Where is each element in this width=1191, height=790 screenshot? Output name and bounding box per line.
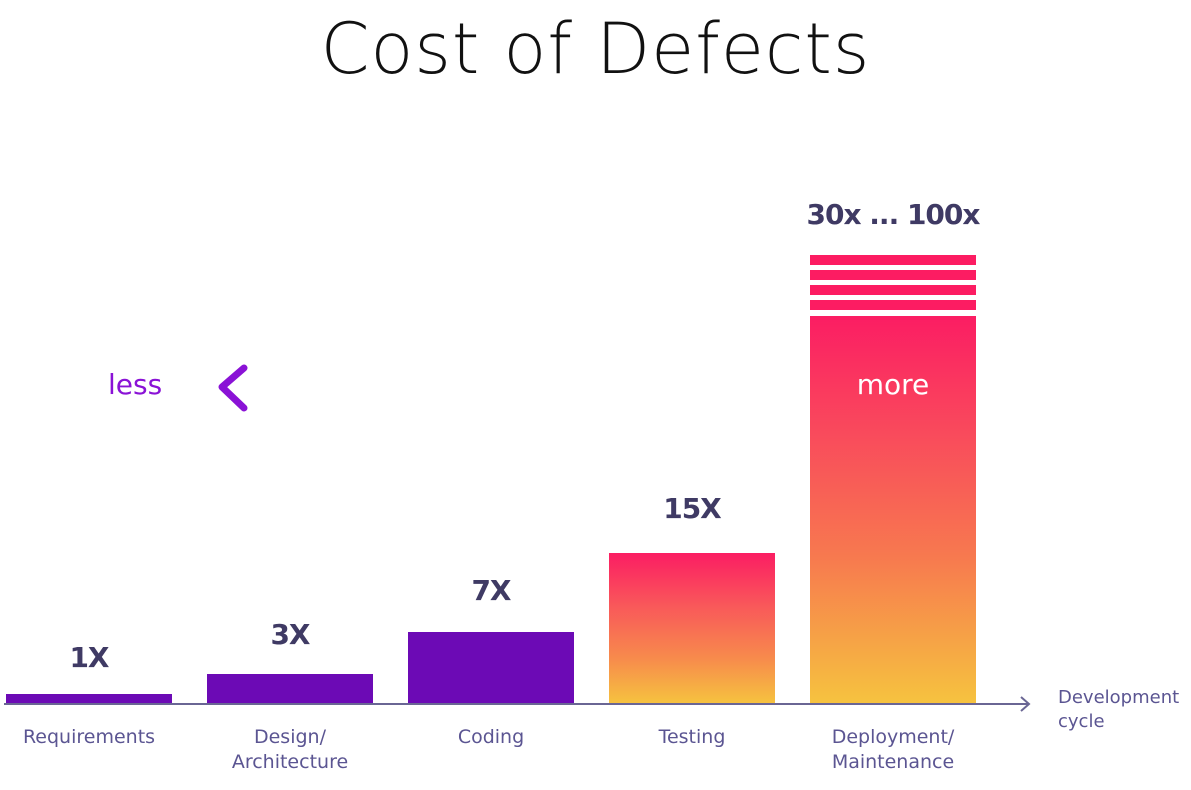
bar-deployment-stripe — [810, 300, 976, 310]
value-label: 3X — [270, 618, 310, 651]
value-label: 15X — [663, 492, 722, 525]
bar-coding — [408, 632, 574, 704]
less-label: less — [108, 368, 163, 401]
category-label: Requirements — [22, 726, 156, 748]
bar-deployment — [810, 316, 976, 704]
value-label: 30x ... 100x — [806, 198, 981, 231]
x-axis — [4, 703, 1028, 705]
value-label: 1X — [69, 641, 109, 674]
category-label: Deployment/ Maintenance — [831, 726, 955, 773]
bar-deployment-stripe — [810, 255, 976, 265]
chart-title: Cost of Defects — [320, 8, 871, 90]
bar-deployment-stripe — [810, 270, 976, 280]
more-label: more — [856, 368, 930, 401]
category-label: Coding — [457, 726, 525, 748]
category-label: Testing — [658, 726, 726, 748]
bar-deployment-stripe — [810, 285, 976, 295]
bar-requirements — [6, 694, 172, 704]
bar-design — [207, 674, 373, 704]
category-label: Design/ Architecture — [231, 726, 349, 773]
bar-testing — [609, 553, 775, 704]
value-label: 7X — [471, 574, 511, 607]
axis-label: Development cycle — [1058, 687, 1180, 732]
